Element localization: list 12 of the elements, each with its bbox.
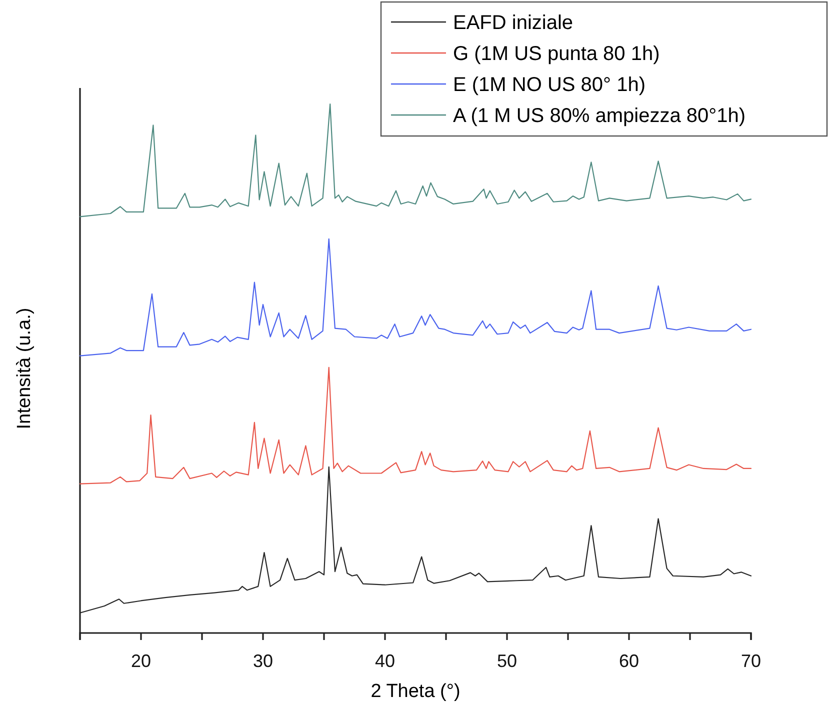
x-axis-title: 2 Theta (°): [370, 681, 460, 702]
x-tick-label: 50: [496, 650, 518, 671]
x-tick-label: 60: [618, 650, 640, 671]
legend-label: A (1 M US 80% ampiezza 80°1h): [453, 105, 746, 127]
y-axis-title: Intensità (u.a.): [14, 308, 35, 430]
x-tick-label: 20: [130, 650, 152, 671]
x-tick-label: 70: [740, 650, 762, 671]
x-tick-label: 30: [252, 650, 274, 671]
legend-label: E (1M NO US 80° 1h): [453, 74, 646, 96]
legend-label: EAFD iniziale: [453, 12, 574, 34]
x-tick-label: 40: [374, 650, 396, 671]
legend-label: G (1M US punta 80 1h): [453, 43, 660, 65]
